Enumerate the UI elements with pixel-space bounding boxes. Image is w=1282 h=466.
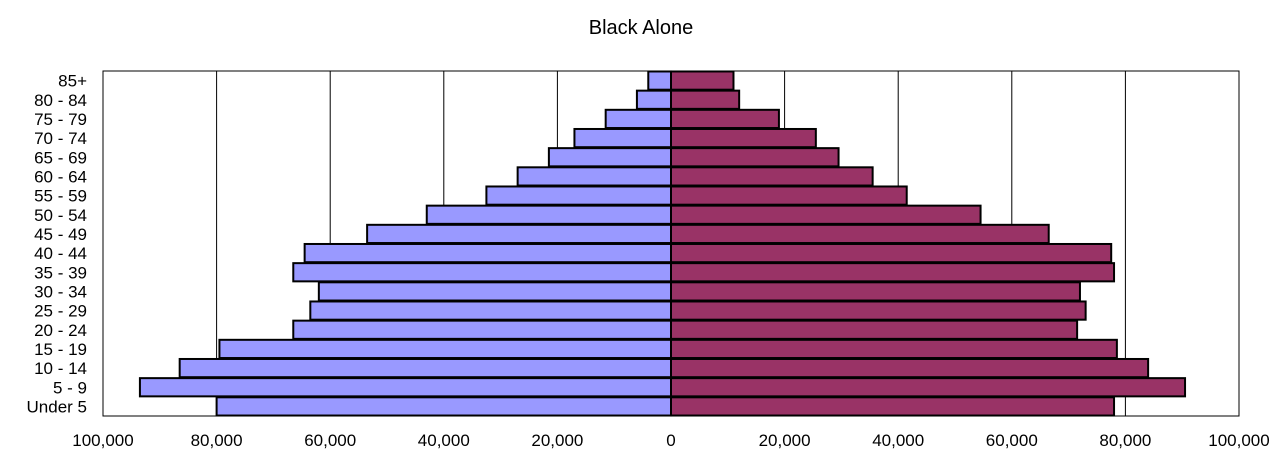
x-tick-label: 80,000 xyxy=(191,431,243,450)
bar-left xyxy=(292,262,672,283)
bar-right xyxy=(670,242,1113,264)
bar-left xyxy=(303,242,672,264)
bar-right xyxy=(670,319,1079,340)
bar-left xyxy=(604,108,672,130)
age-group-label: 50 - 54 xyxy=(34,206,87,225)
bar-right xyxy=(670,89,741,110)
bar-left xyxy=(215,396,672,417)
age-group-label: 60 - 64 xyxy=(34,167,87,186)
bar-right xyxy=(670,281,1081,302)
bar-right xyxy=(670,300,1087,321)
bar-left xyxy=(516,166,673,187)
age-group-label: 65 - 69 xyxy=(34,148,87,167)
age-group-label: 40 - 44 xyxy=(34,244,87,263)
bar-left xyxy=(366,223,672,245)
bar-left xyxy=(138,377,673,398)
age-group-label: 15 - 19 xyxy=(34,340,87,359)
x-tick-label: 40,000 xyxy=(418,431,470,450)
age-group-label: Under 5 xyxy=(27,397,87,416)
x-tick-label: 80,000 xyxy=(1099,431,1151,450)
age-group-label: 20 - 24 xyxy=(34,321,87,340)
bar-left xyxy=(425,204,673,225)
age-group-label: 35 - 39 xyxy=(34,263,87,282)
bar-left xyxy=(218,338,672,360)
bar-right xyxy=(670,147,840,168)
age-group-label: 80 - 84 xyxy=(34,91,87,110)
x-tick-label: 100,000 xyxy=(1208,431,1269,450)
bar-right xyxy=(670,357,1150,379)
x-tick-label: 0 xyxy=(666,431,675,450)
age-group-label: 75 - 79 xyxy=(34,110,87,129)
age-group-label: 70 - 74 xyxy=(34,129,87,148)
x-tick-label: 60,000 xyxy=(986,431,1038,450)
bar-right xyxy=(670,262,1116,283)
bar-left xyxy=(485,185,672,206)
x-tick-label: 20,000 xyxy=(759,431,811,450)
x-tick-label: 20,000 xyxy=(531,431,583,450)
bar-left xyxy=(292,319,672,340)
x-tick-label: 40,000 xyxy=(872,431,924,450)
x-tick-label: 60,000 xyxy=(304,431,356,450)
age-group-label: 85+ xyxy=(58,72,87,91)
bar-right xyxy=(670,185,908,206)
bar-right xyxy=(670,377,1187,398)
chart-title: Black Alone xyxy=(589,17,694,39)
bar-right xyxy=(670,166,874,187)
bar-right xyxy=(670,223,1050,245)
age-group-label: 45 - 49 xyxy=(34,225,87,244)
age-group-label: 55 - 59 xyxy=(34,187,87,206)
bar-left xyxy=(178,357,672,379)
bar-right xyxy=(670,204,982,225)
bars xyxy=(138,70,1187,417)
x-tick-label: 100,000 xyxy=(72,431,133,450)
bar-left xyxy=(309,300,672,321)
bar-left xyxy=(573,127,672,149)
bar-left xyxy=(635,89,672,110)
bar-right xyxy=(670,127,817,149)
age-group-label: 25 - 29 xyxy=(34,302,87,321)
x-axis-tick-labels: 100,000 80,000 60,000 40,000 20,000 0 20,000 40… xyxy=(72,431,1269,450)
bar-left xyxy=(647,70,673,91)
bar-right xyxy=(670,70,735,91)
bar-right xyxy=(670,108,780,130)
bar-right xyxy=(670,338,1118,360)
bar-right xyxy=(670,396,1116,417)
bar-left xyxy=(547,147,673,168)
bar-left xyxy=(317,281,672,302)
age-group-label: 5 - 9 xyxy=(53,378,87,397)
age-group-label: 10 - 14 xyxy=(34,359,87,378)
age-group-label: 30 - 34 xyxy=(34,282,87,301)
